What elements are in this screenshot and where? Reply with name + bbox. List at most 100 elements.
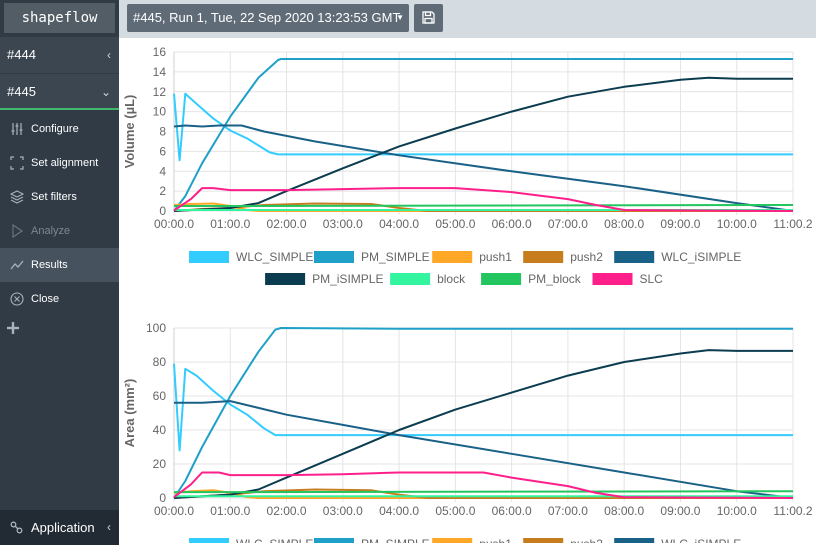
y-tick-label: 14: [153, 65, 167, 79]
legend-label: SLC: [640, 272, 664, 286]
x-tick-label: 10:00.0: [717, 217, 757, 231]
nav-close[interactable]: Close: [0, 282, 119, 316]
application-label: Application: [31, 520, 95, 535]
x-tick-label: 08:00.0: [604, 217, 644, 231]
legend-item-WLC_SIMPLE[interactable]: WLC_SIMPLE: [189, 250, 313, 264]
toolbar: #445, Run 1, Tue, 22 Sep 2020 13:23:53 G…: [119, 0, 816, 38]
area-chart: 0 20 40 60 80 100 00:00.0 01:00.0 02:00.0 03:00.0…: [122, 321, 813, 543]
x-tick-label: 05:00.0: [435, 217, 475, 231]
layers-icon: [10, 190, 24, 204]
plus-icon[interactable]: [7, 322, 19, 334]
save-icon: [422, 11, 435, 24]
y-tick-label: 10: [153, 105, 167, 119]
series-line-WLC_iSIMPLE: [173, 124, 794, 212]
legend-swatch: [189, 251, 229, 263]
application-menu[interactable]: Application ‹: [0, 510, 119, 545]
legend-item-PM_iSIMPLE[interactable]: PM_iSIMPLE: [265, 272, 383, 286]
series-line-PM_iSIMPLE: [173, 76, 793, 212]
legend-label: WLC_iSIMPLE: [661, 250, 741, 264]
legend-label: push2: [570, 250, 603, 264]
link-icon: [10, 521, 23, 534]
volume-chart: 0 2 4 6 8 10 12 14 16 00:00.0 01:00.0 02:00.0 03:00.…: [122, 45, 813, 286]
series-line-WLC_iSIMPLE: [174, 400, 794, 499]
legend-item-WLC_iSIMPLE[interactable]: WLC_iSIMPLE: [614, 537, 741, 543]
run-label: #444: [7, 47, 36, 62]
legend-swatch: [614, 538, 655, 543]
legend-item-push1[interactable]: push1: [432, 537, 512, 543]
legend-item-push1[interactable]: push1: [432, 250, 512, 264]
nav-set-alignment[interactable]: Set alignment: [0, 146, 119, 180]
x-tick-label: 02:00.0: [267, 217, 307, 231]
legend-item-block[interactable]: block: [390, 272, 466, 286]
legend-item-WLC_SIMPLE[interactable]: WLC_SIMPLE: [189, 537, 313, 543]
y-tick-label: 100: [146, 321, 166, 335]
legend-swatch: [614, 251, 655, 263]
legend-label: PM_iSIMPLE: [312, 272, 383, 286]
chevron-down-icon: ⌄: [100, 85, 111, 99]
legend-swatch: [592, 273, 633, 285]
chevron-left-icon: ‹: [107, 48, 111, 62]
run-item-444[interactable]: #444 ‹: [0, 37, 119, 73]
legend-label: WLC_iSIMPLE: [661, 537, 741, 543]
run-item-445[interactable]: #445 ⌄: [0, 74, 119, 110]
legend-label: push1: [479, 250, 512, 264]
y-tick-label: 8: [159, 125, 166, 139]
nav-results[interactable]: Results: [0, 248, 119, 282]
results-panel: 0 2 4 6 8 10 12 14 16 00:00.0 01:00.0 02:00.0 03:00.…: [119, 38, 816, 545]
chevron-left-icon: ‹: [107, 520, 111, 534]
legend-label: PM_block: [528, 272, 582, 286]
nav-label: Analyze: [31, 225, 71, 237]
nav-set-filters[interactable]: Set filters: [0, 180, 119, 214]
x-tick-label: 01:00.0: [210, 504, 250, 518]
x-tick-label: 06:00.0: [492, 217, 532, 231]
series-line-SLC: [173, 187, 794, 212]
x-tick-label: 02:00.0: [267, 504, 307, 518]
series-line-PM_block: [174, 490, 794, 494]
play-icon: [12, 224, 23, 238]
legend-item-PM_block[interactable]: PM_block: [481, 272, 582, 286]
series-line-WLC_SIMPLE: [173, 92, 793, 162]
x-tick-label: 06:00.0: [492, 504, 532, 518]
x-tick-label: 09:00.0: [660, 217, 700, 231]
x-tick-label: 05:00.0: [435, 504, 475, 518]
alignment-icon: [10, 156, 24, 170]
legend-item-SLC[interactable]: SLC: [592, 272, 664, 286]
legend-item-PM_SIMPLE[interactable]: PM_SIMPLE: [314, 537, 430, 543]
nav-configure[interactable]: Configure: [0, 112, 119, 146]
legend-item-push2[interactable]: push2: [523, 537, 603, 543]
series-line-PM_block: [174, 204, 794, 207]
save-button[interactable]: [414, 4, 443, 32]
sliders-icon: [11, 123, 23, 135]
series-line-PM_iSIMPLE: [173, 349, 793, 499]
legend-swatch: [265, 273, 306, 285]
series-line-PM_SIMPLE: [173, 58, 793, 212]
x-tick-label: 03:00.0: [323, 217, 363, 231]
x-tick-label: 07:00.0: [548, 504, 588, 518]
caret-down-icon: ▼: [396, 13, 404, 22]
legend-swatch: [523, 251, 564, 263]
nav-label: Set filters: [31, 191, 77, 203]
sidebar: shapeflow #444 ‹ #445 ⌄ Configure Set al…: [0, 0, 119, 545]
legend-swatch: [432, 538, 473, 543]
nav-analyze[interactable]: Analyze: [0, 214, 119, 248]
series-line-SLC: [173, 471, 794, 499]
y-tick-label: 40: [153, 423, 167, 437]
x-tick-label: 01:00.0: [210, 217, 250, 231]
legend-swatch: [189, 538, 229, 543]
series-line-WLC_SIMPLE: [173, 363, 793, 452]
legend-item-push2[interactable]: push2: [523, 250, 603, 264]
legend-item-WLC_iSIMPLE[interactable]: WLC_iSIMPLE: [614, 250, 741, 264]
legend-item-PM_SIMPLE[interactable]: PM_SIMPLE: [314, 250, 430, 264]
chart-icon: [10, 260, 24, 270]
nav-label: Close: [31, 293, 60, 305]
y-tick-label: 20: [153, 457, 167, 471]
run-select[interactable]: #445, Run 1, Tue, 22 Sep 2020 13:23:53 G…: [127, 4, 409, 32]
series-line-PM_SIMPLE: [173, 327, 793, 499]
y-tick-label: 4: [159, 164, 166, 178]
y-axis-label: Volume (µL): [122, 95, 137, 169]
app-brand[interactable]: shapeflow: [4, 3, 115, 33]
y-tick-label: 80: [153, 355, 167, 369]
y-tick-label: 0: [159, 491, 166, 505]
y-tick-label: 6: [159, 144, 166, 158]
x-tick-label: 00:00.0: [154, 217, 194, 231]
